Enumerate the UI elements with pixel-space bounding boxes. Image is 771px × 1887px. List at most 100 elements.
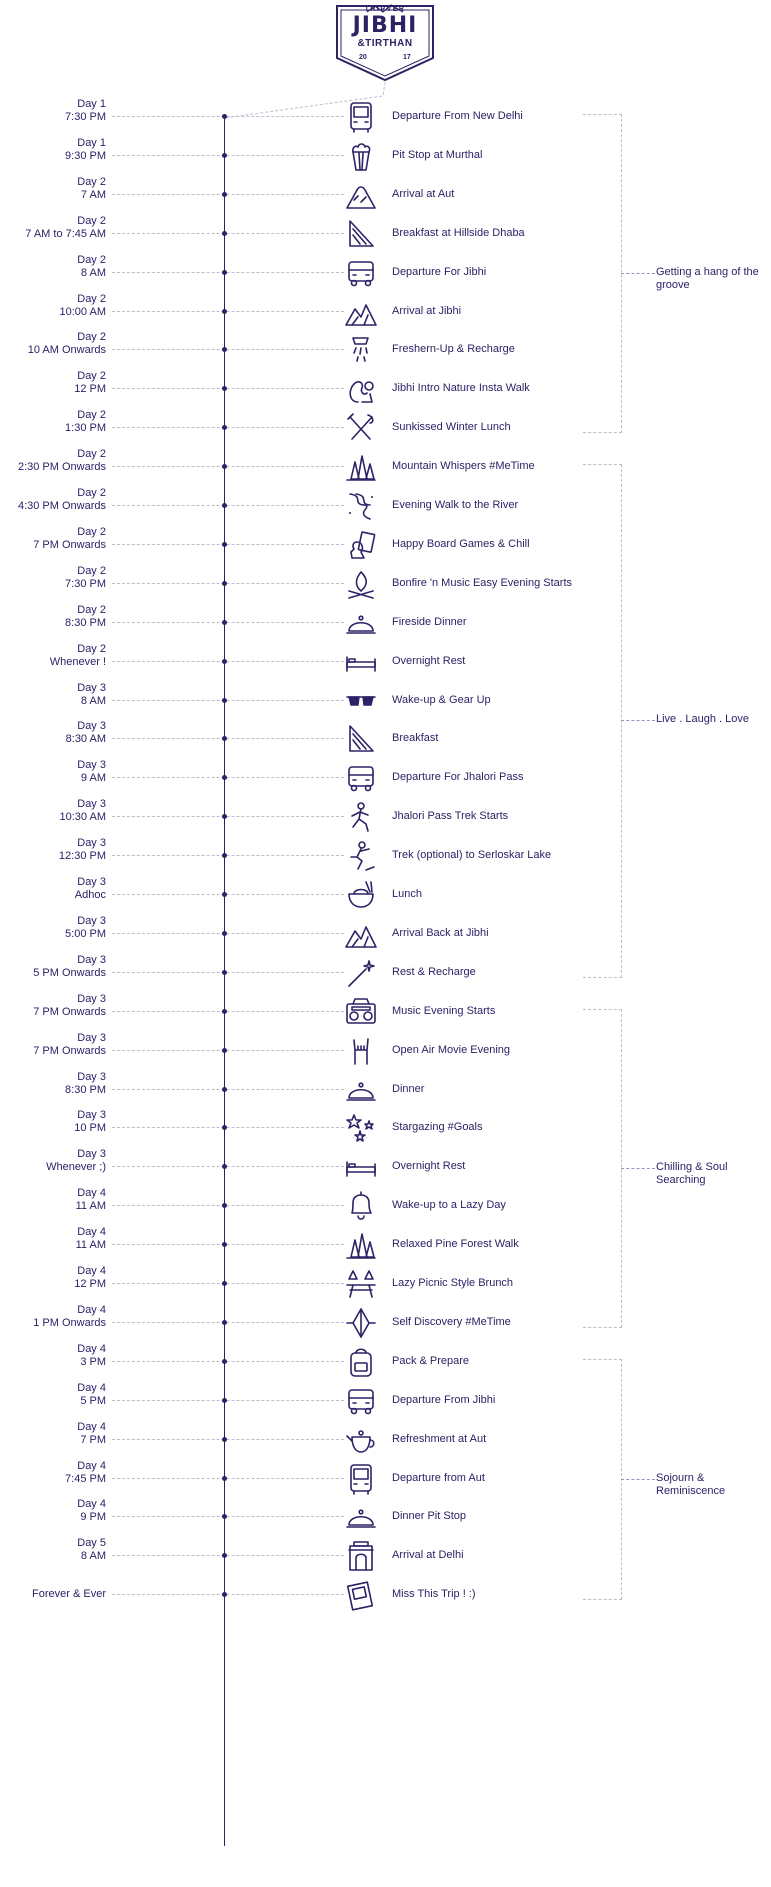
- itinerary-row: Forever & Ever Miss This Trip ! :): [0, 1576, 771, 1616]
- guide-line: [112, 1400, 344, 1401]
- day-label: Day 3: [77, 720, 106, 732]
- event-label: Arrival at Delhi: [392, 1549, 464, 1561]
- timeline-dot: [222, 503, 227, 508]
- time-label: 8 AM: [80, 695, 106, 707]
- time-label: Whenever !: [49, 656, 106, 668]
- time-label: 9:30 PM: [65, 150, 106, 162]
- day-label: Day 4: [77, 1187, 106, 1199]
- guide-line: [112, 349, 344, 350]
- itinerary-row: Day 3 Whenever ;) Overnight Rest: [0, 1148, 771, 1188]
- event-label: Departure From New Delhi: [392, 110, 523, 122]
- event-label: Dinner Pit Stop: [392, 1510, 466, 1522]
- hiker-icon: [344, 800, 378, 834]
- section-bracket: [583, 1359, 622, 1600]
- time-block: Day 2 10:00 AM: [60, 293, 106, 319]
- section-label: Chilling & Soul Searching: [656, 1161, 728, 1186]
- guide-line: [112, 1439, 344, 1440]
- event-label: Rest & Recharge: [392, 966, 476, 978]
- guide-line: [112, 933, 344, 934]
- section-label: Live . Laugh . Love: [656, 713, 749, 725]
- guide-line: [112, 855, 344, 856]
- event-label: Departure from Aut: [392, 1472, 485, 1484]
- day-label: Day 2: [77, 526, 106, 538]
- time-block: Day 3 8:30 PM: [65, 1071, 106, 1097]
- time-block: Day 3 Whenever ;): [46, 1148, 106, 1174]
- event-label: Sunkissed Winter Lunch: [392, 421, 511, 433]
- event-label: Evening Walk to the River: [392, 499, 519, 511]
- time-label: 2:30 PM Onwards: [17, 461, 106, 473]
- event-label: Departure From Jibhi: [392, 1394, 496, 1406]
- event-label: Mountain Whispers #MeTime: [392, 460, 535, 472]
- fork-knife-icon: [344, 411, 378, 445]
- timeline-dot: [222, 970, 227, 975]
- bus-icon: [344, 1462, 378, 1496]
- timeline-dot: [222, 231, 227, 236]
- itinerary-row: Day 3 10 PM Stargazing #Goals: [0, 1109, 771, 1149]
- guide-line: [112, 427, 344, 428]
- event-label: Music Evening Starts: [392, 1005, 496, 1017]
- event-label: Dinner: [392, 1083, 425, 1095]
- guide-line: [112, 1089, 344, 1090]
- event-label: Lunch: [392, 888, 422, 900]
- guide-line: [112, 1555, 344, 1556]
- rock-hand-icon: [344, 1034, 378, 1068]
- time-label: 1 PM Onwards: [33, 1317, 106, 1329]
- timeline-dot: [222, 1087, 227, 1092]
- time-block: Day 3 8:30 AM: [66, 720, 106, 746]
- river-icon: [344, 489, 378, 523]
- timeline-dot: [222, 775, 227, 780]
- day-label: Day 3: [77, 915, 106, 927]
- guide-line: [112, 583, 344, 584]
- event-label: Wake-up to a Lazy Day: [392, 1199, 506, 1211]
- event-label: Open Air Movie Evening: [392, 1044, 511, 1056]
- event-label: Fireside Dinner: [392, 616, 467, 628]
- time-label: 10 AM Onwards: [27, 344, 106, 356]
- section-label: Getting a hang of the groove: [656, 266, 759, 291]
- logo-title: JIBHI: [352, 13, 418, 38]
- day-label: Day 2: [77, 565, 106, 577]
- guide-line: [112, 505, 344, 506]
- guide-line: [112, 194, 344, 195]
- guide-line: [112, 272, 344, 273]
- event-label: Refreshment at Aut: [392, 1433, 487, 1445]
- section-tick: [621, 1479, 655, 1480]
- guide-line: [112, 622, 344, 623]
- time-label: 8 AM: [80, 1550, 106, 1562]
- stars-icon: [344, 1111, 378, 1145]
- time-label: 7:30 PM: [65, 111, 106, 123]
- section-bracket: [583, 464, 622, 978]
- time-label: Forever & Ever: [32, 1588, 106, 1600]
- van-icon: [344, 761, 378, 795]
- time-label: 9 PM: [80, 1511, 106, 1523]
- itinerary-row: Day 4 11 AM Wake-up to a Lazy Day: [0, 1187, 771, 1227]
- day-label: Day 3: [77, 1071, 106, 1083]
- itinerary-row: Day 1 7:30 PM Departure From New Delhi: [0, 98, 771, 138]
- time-block: Day 2 2:30 PM Onwards: [18, 448, 106, 474]
- guide-line: [112, 700, 344, 701]
- section-label: Sojourn & Reminiscence: [656, 1472, 726, 1497]
- timeline-dot: [222, 309, 227, 314]
- time-label: 4:30 PM Onwards: [17, 500, 106, 512]
- logo-year-left: 20: [359, 54, 367, 61]
- guide-line: [112, 116, 344, 117]
- timeline-dot: [222, 931, 227, 936]
- guide-line: [112, 972, 344, 973]
- day-label: Day 3: [77, 876, 106, 888]
- day-label: Day 2: [77, 176, 106, 188]
- popcorn-icon: [344, 139, 378, 173]
- event-label: Happy Board Games & Chill: [392, 538, 530, 550]
- timeline-dot: [222, 620, 227, 625]
- day-label: Day 1: [77, 137, 106, 149]
- time-block: Day 3 Adhoc: [75, 876, 106, 902]
- picnic-table-icon: [344, 1267, 378, 1301]
- timeline-dot: [222, 1592, 227, 1597]
